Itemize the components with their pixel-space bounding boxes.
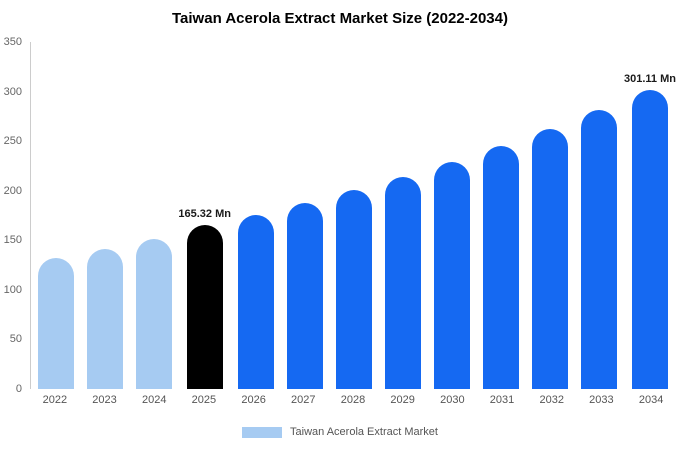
x-tick-2030: 2030 <box>440 394 465 406</box>
x-axis: 2022 2023 2024 2025 2026 2027 2028 2029 2030 2031… <box>30 394 676 406</box>
x-tick-2024: 2024 <box>141 394 167 406</box>
bar-2024 <box>135 239 172 389</box>
bar-2028 <box>335 189 372 389</box>
bar-column-2025: 165.32 Mn <box>178 42 231 389</box>
bar-column-2029 <box>378 42 427 389</box>
x-tick-2023: 2023 <box>92 394 117 406</box>
x-tick-2033: 2033 <box>589 394 614 406</box>
bar-2031 <box>483 146 520 389</box>
bar-column-2024 <box>129 42 178 389</box>
bar-value-label-2034: 301.11 Mn <box>623 73 676 86</box>
bar-column-2027 <box>280 42 329 389</box>
legend-swatch <box>242 426 283 438</box>
bar-2030 <box>434 161 471 389</box>
bar-2022 <box>37 258 74 389</box>
plot-area: 165.32 Mn 301.11 Mn <box>30 42 676 389</box>
bar-2034 <box>631 90 668 389</box>
y-tick-300: 300 <box>3 85 22 98</box>
bar-2033 <box>581 110 618 389</box>
bar-column-2026 <box>231 42 280 389</box>
x-tick-2029: 2029 <box>390 394 415 406</box>
bar-column-2032 <box>526 42 575 389</box>
bar-value-label-2025: 165.32 Mn <box>178 208 231 221</box>
x-tick-2028: 2028 <box>340 394 366 406</box>
chart-title: Taiwan Acerola Extract Market Size (2022… <box>172 10 508 27</box>
bar-2026 <box>237 214 274 389</box>
bar-column-2023 <box>80 42 129 389</box>
y-tick-200: 200 <box>3 184 22 197</box>
x-tick-2026: 2026 <box>241 394 266 406</box>
y-tick-350: 350 <box>3 36 22 48</box>
x-tick-2022: 2022 <box>42 394 68 406</box>
bar-2032 <box>532 129 569 389</box>
bar-column-2022 <box>31 42 80 389</box>
bar-column-2033 <box>575 42 624 389</box>
y-tick-50: 50 <box>9 333 22 346</box>
x-tick-2032: 2032 <box>539 394 564 406</box>
bar-column-2028 <box>329 42 378 389</box>
x-tick-2025: 2025 <box>191 394 217 406</box>
y-tick-250: 250 <box>3 135 22 148</box>
bar-2027 <box>286 202 323 389</box>
x-tick-2031: 2031 <box>489 394 515 406</box>
legend-label: Taiwan Acerola Extract Market <box>290 426 438 438</box>
x-tick-2027: 2027 <box>291 394 316 406</box>
bar-column-2031 <box>477 42 526 389</box>
bar-2029 <box>384 176 421 389</box>
y-tick-100: 100 <box>3 283 22 296</box>
bar-column-2030 <box>427 42 476 389</box>
y-axis: 0 50 100 150 200 250 300 350 <box>0 36 26 395</box>
legend: Taiwan Acerola Extract Market <box>0 426 680 438</box>
y-tick-0: 0 <box>15 383 22 395</box>
y-tick-150: 150 <box>3 234 22 247</box>
x-tick-2034: 2034 <box>638 394 664 406</box>
bar-column-2034: 301.11 Mn <box>624 42 676 389</box>
bar-2025 <box>186 225 223 389</box>
bar-2023 <box>86 249 123 389</box>
